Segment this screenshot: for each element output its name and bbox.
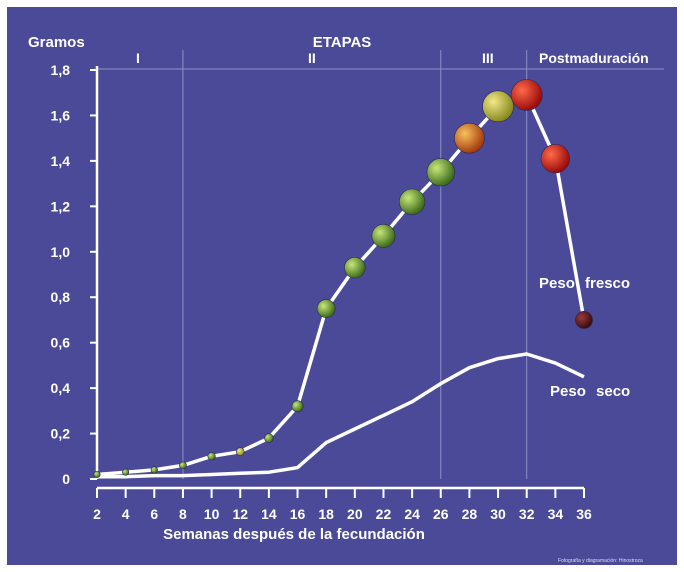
fruit-marker	[575, 311, 593, 329]
x-tick-label: 4	[122, 506, 130, 522]
fruit-marker	[235, 447, 245, 457]
x-tick-label: 10	[204, 506, 220, 522]
x-tick-label: 8	[179, 506, 187, 522]
stage-label-postmaduracion: Postmaduración	[539, 50, 649, 66]
fruit-marker	[291, 400, 304, 413]
x-tick-label: 36	[576, 506, 592, 522]
x-tick-label: 12	[232, 506, 248, 522]
x-tick-label: 18	[318, 506, 334, 522]
fruit-marker	[122, 468, 130, 476]
series-label-peso-fresco: Peso fresco	[539, 275, 630, 292]
y-tick-label: 0,8	[51, 289, 71, 305]
fruit-marker	[93, 470, 101, 478]
y-tick-label: 1,8	[51, 62, 71, 78]
fruit-marker	[344, 256, 366, 279]
stage-label-i: I	[136, 50, 140, 66]
series-line-peso-seco	[97, 352, 585, 479]
credit-text: Fotografía y diagramación: Hinostroza	[558, 558, 643, 564]
fruit-marker	[510, 79, 543, 111]
y-tick-label: 0,6	[51, 335, 71, 351]
x-axis-label: Semanas después de la fecundación	[163, 526, 425, 543]
x-tick-label: 14	[261, 506, 277, 522]
fruit-marker	[426, 158, 455, 187]
fruit-marker	[264, 433, 274, 443]
x-tick-label: 2	[93, 506, 101, 522]
fruit-marker	[316, 299, 336, 318]
x-tick-label: 28	[462, 506, 478, 522]
y-tick-label: 1,0	[51, 244, 71, 260]
stage-label-ii: II	[308, 50, 316, 66]
x-tick-label: 30	[490, 506, 506, 522]
x-tick-label: 20	[347, 506, 363, 522]
y-tick-label: 1,6	[51, 107, 71, 123]
x-tick-label: 6	[150, 506, 158, 522]
y-tick-label: 0,4	[51, 380, 71, 396]
x-tick-label: 16	[290, 506, 306, 522]
x-tick-label: 24	[404, 506, 420, 522]
series-line-peso-fresco	[96, 93, 586, 477]
y-tick-label: 1,2	[51, 198, 71, 214]
stage-label-iii: III	[482, 50, 494, 66]
fruit-marker	[179, 461, 187, 470]
fruit-marker	[399, 188, 426, 215]
fruit-marker	[371, 223, 396, 248]
fruit-marker	[207, 452, 216, 461]
x-tick-label: 34	[548, 506, 564, 522]
x-tick-label: 26	[433, 506, 449, 522]
x-tick-label: 32	[519, 506, 535, 522]
chart-title: ETAPAS	[312, 34, 372, 51]
series-label-peso-seco: Peso seco	[550, 383, 630, 400]
fruit-marker	[540, 144, 570, 174]
x-tick-label: 22	[376, 506, 392, 522]
y-tick-label: 0	[62, 471, 70, 487]
y-axis-label: Gramos	[28, 34, 85, 51]
fruit-marker	[150, 466, 158, 474]
y-tick-label: 1,4	[51, 153, 71, 169]
fruit-marker	[482, 90, 514, 123]
y-tick-label: 0,2	[51, 426, 71, 442]
fruit-marker	[454, 122, 485, 154]
